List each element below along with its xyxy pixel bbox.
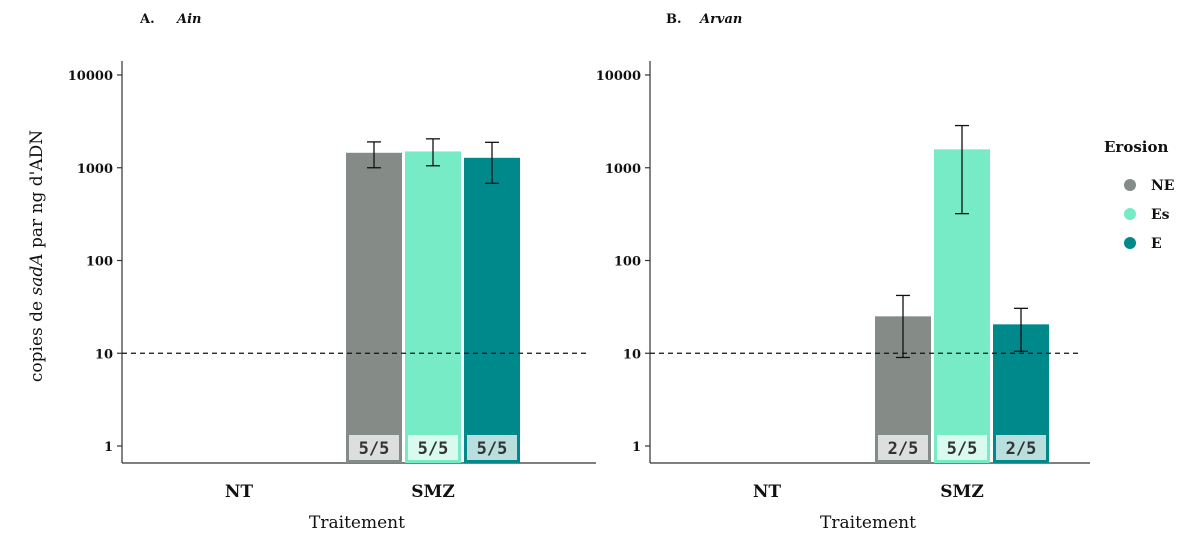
- legend-swatch-es: [1124, 208, 1136, 220]
- count-label: 2/5: [1006, 439, 1037, 459]
- count-label-box: [996, 435, 1046, 460]
- count-label-box: [937, 435, 987, 460]
- legend-label-es: Es: [1151, 207, 1170, 223]
- count-label: 5/5: [418, 439, 449, 459]
- y-tick-label: 10: [95, 347, 113, 362]
- legend-label-ne: NE: [1151, 178, 1174, 194]
- legend: Erosion NE Es E: [1104, 138, 1174, 252]
- count-label: 2/5: [888, 439, 919, 459]
- chart-panels: A. Ain 1 10 100 1000 10000 5/5 5/5 5/5 NT SMZ Traite…: [68, 12, 1090, 533]
- count-label: 5/5: [359, 439, 390, 459]
- legend-title: Erosion: [1104, 138, 1168, 156]
- y-tick-label: 10: [623, 347, 641, 362]
- y-tick-label: 10000: [596, 69, 641, 84]
- y-tick-label: 100: [614, 255, 641, 270]
- legend-label-e: E: [1151, 236, 1162, 252]
- y-tick-label: 1000: [605, 162, 641, 177]
- count-label-box: [467, 435, 517, 460]
- panel-ain: A. Ain 1 10 100 1000 10000 5/5 5/5 5/5 NT SMZ Traite…: [68, 12, 596, 533]
- panel-label: A.: [139, 12, 155, 27]
- panel-arvan: B. Arvan 1 10 100 1000 10000 2/5 5/5 2/5 NT SMZ Trai…: [596, 12, 1090, 533]
- x-tick-label: SMZ: [411, 482, 455, 502]
- y-axis-title-suffix: par ng d'ADN: [27, 130, 47, 254]
- y-axis-title: copies de sadA par ng d'ADN: [27, 130, 47, 382]
- legend-swatch-e: [1124, 237, 1136, 249]
- x-axis-title: Traitement: [309, 513, 405, 533]
- panel-label: B.: [666, 12, 682, 27]
- y-tick-label: 1: [104, 440, 113, 455]
- legend-swatch-ne: [1124, 179, 1136, 191]
- bar-es: [405, 151, 461, 463]
- count-label: 5/5: [477, 439, 508, 459]
- count-label-box: [408, 435, 458, 460]
- x-tick-label: SMZ: [940, 482, 984, 502]
- x-tick-label: NT: [225, 482, 254, 502]
- y-tick-label: 1: [632, 440, 641, 455]
- y-tick-label: 100: [86, 255, 113, 270]
- x-tick-label: NT: [753, 482, 782, 502]
- panel-name: Ain: [175, 12, 201, 27]
- y-tick-label: 1000: [77, 162, 113, 177]
- count-label-box: [349, 435, 399, 460]
- y-tick-label: 10000: [68, 69, 113, 84]
- bar-e: [464, 157, 520, 463]
- y-axis-title-prefix: copies de: [27, 295, 47, 382]
- count-label: 5/5: [947, 439, 978, 459]
- x-axis-title: Traitement: [820, 513, 916, 533]
- y-axis-title-gene: sadA: [27, 253, 47, 295]
- bar-ne: [346, 152, 402, 463]
- count-label-box: [878, 435, 928, 460]
- panel-name: Arvan: [698, 12, 742, 27]
